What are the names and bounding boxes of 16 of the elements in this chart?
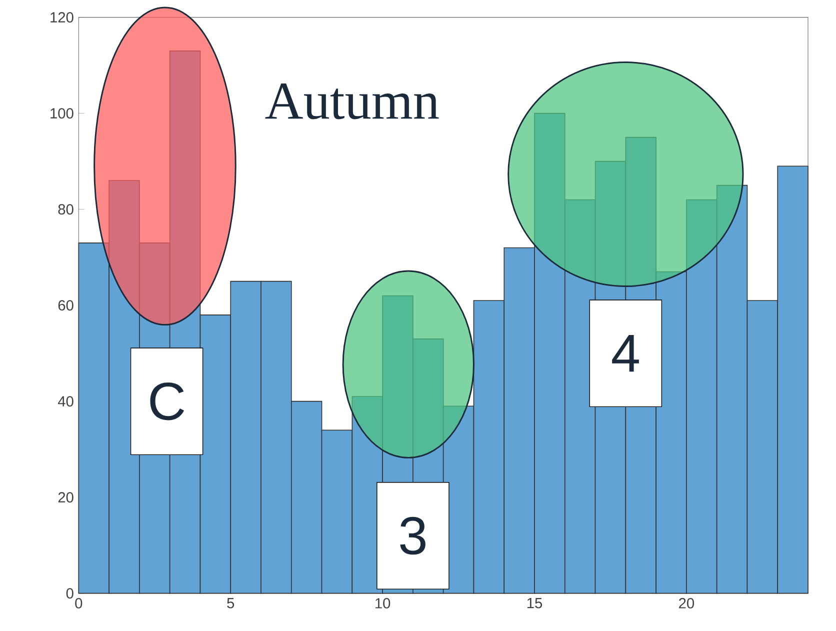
x-tick-label: 5 (227, 598, 234, 608)
y-tick-label: 100 (50, 108, 74, 119)
annotation: 4 (612, 335, 639, 372)
y-tick-label: 0 (66, 588, 74, 599)
annotation: 3 (400, 517, 426, 555)
x-tick-label: 15 (527, 598, 542, 608)
y-tick-label: 40 (58, 396, 74, 407)
y-tick-label: 80 (58, 204, 74, 215)
x-tick-label: 0 (75, 598, 82, 609)
x-tick-label: 10 (376, 598, 390, 609)
y-tick-label: 60 (58, 300, 74, 311)
annotation: C (150, 382, 184, 420)
y-tick-label: 120 (50, 12, 74, 23)
annotation: Autumn (265, 84, 439, 120)
y-tick-label: 20 (58, 492, 74, 503)
x-tick-label: 20 (679, 598, 694, 609)
